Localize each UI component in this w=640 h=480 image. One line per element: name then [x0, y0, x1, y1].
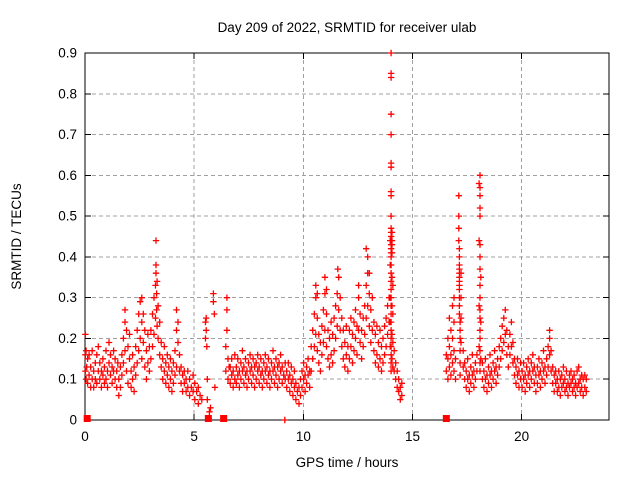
y-tick-label: 0 [69, 413, 77, 428]
chart-title: Day 209 of 2022, SRMTID for receiver ula… [218, 20, 477, 35]
y-axis-label: SRMTID / TECUs [9, 183, 24, 290]
y-tick-label: 0.7 [58, 127, 77, 142]
y-tick-label: 0.8 [58, 86, 77, 101]
zero-value-square-marker [442, 415, 450, 422]
y-tick-label: 0.2 [58, 331, 77, 346]
grid-lines [85, 53, 609, 420]
scatter-points [82, 49, 590, 424]
y-tick-label: 0.1 [58, 372, 77, 387]
y-tick-label: 0.5 [58, 209, 77, 224]
x-tick-label: 15 [405, 429, 420, 444]
axis-tick-marks [84, 52, 609, 421]
y-tick-label: 0.3 [58, 290, 77, 305]
y-tick-label: 0.4 [58, 249, 77, 264]
zero-value-square-marker [204, 415, 212, 422]
zero-value-square-marker [83, 415, 91, 422]
tick-labels: 0 5 10 15 20 0 0.1 0.2 0.3 0.4 0.5 0.6 0.7 0.8 0.9 [58, 46, 529, 445]
zero-value-square-marker [220, 415, 228, 422]
x-tick-label: 0 [81, 429, 89, 444]
x-tick-label: 20 [514, 429, 529, 444]
y-tick-label: 0.9 [58, 46, 77, 61]
x-tick-label: 10 [296, 429, 311, 444]
x-tick-label: 5 [190, 429, 198, 444]
x-axis-label: GPS time / hours [296, 455, 399, 470]
y-tick-label: 0.6 [58, 168, 77, 183]
baseline-square-markers [83, 415, 450, 422]
plot-frame [84, 52, 610, 421]
